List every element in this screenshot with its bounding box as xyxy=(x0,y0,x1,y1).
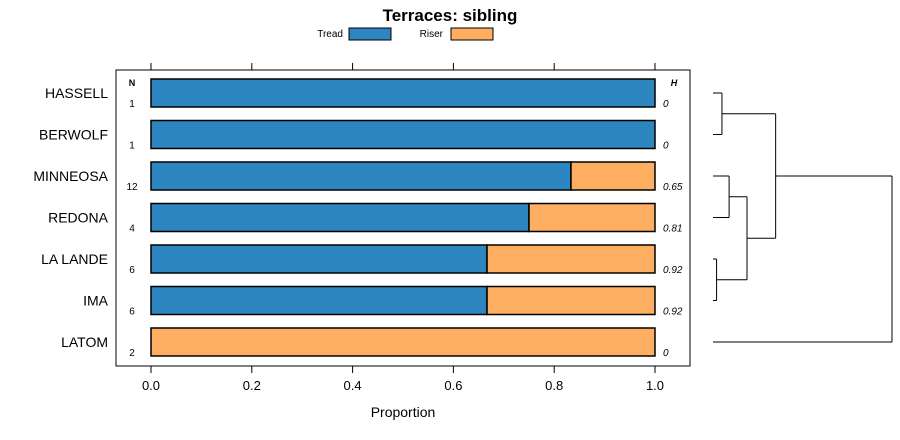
legend: Tread Riser xyxy=(317,27,494,41)
n-value: 12 xyxy=(126,182,138,193)
legend-label-riser: Riser xyxy=(420,29,444,40)
category-label: MINNEOSA xyxy=(33,168,108,184)
x-axis-title: Proportion xyxy=(371,404,436,420)
bar-riser-redona xyxy=(528,202,656,233)
bar-tread-redona xyxy=(150,202,530,233)
category-label: HASSELL xyxy=(45,85,108,101)
n-value: 6 xyxy=(129,265,135,276)
bar-riser-la-lande xyxy=(486,244,656,274)
bar-tread-ima xyxy=(150,285,488,316)
h-value: 0.81 xyxy=(663,224,682,235)
category-label: IMA xyxy=(83,293,109,309)
n-value: 1 xyxy=(129,141,135,152)
category-label: LA LANDE xyxy=(41,251,108,267)
x-axis: 0.0 0.2 0.4 0.6 0.8 1.0 Proportion xyxy=(142,63,664,420)
bar-tread-minneosa xyxy=(150,161,572,191)
bar-tread-la-lande xyxy=(150,244,488,274)
chart-title: Terraces: sibling xyxy=(383,6,518,25)
legend-swatch-riser xyxy=(450,27,494,41)
bar-riser-latom xyxy=(150,327,656,357)
h-value: 0 xyxy=(663,348,669,359)
title-layer: Terraces: sibling xyxy=(383,6,518,25)
h-value: 0.92 xyxy=(663,307,683,318)
h-value: 0 xyxy=(663,99,669,110)
dendrogram xyxy=(713,92,893,343)
x-tick-label: 1.0 xyxy=(646,378,664,393)
category-label: BERWOLF xyxy=(39,127,108,143)
category-label: REDONA xyxy=(48,210,109,226)
plot-frame xyxy=(115,69,691,367)
n-value: 6 xyxy=(129,307,135,318)
n-h-columns: N H 1 0 1 0 12 0.65 4 0.81 6 0.92 6 0.92 2 0 xyxy=(126,78,682,359)
bars-layer xyxy=(150,78,656,357)
n-value: 1 xyxy=(129,99,135,110)
category-label: LATOM xyxy=(61,334,108,350)
h-header: H xyxy=(671,78,678,88)
x-tick-label: 0.0 xyxy=(142,378,160,393)
n-header: N xyxy=(129,78,136,88)
n-value: 2 xyxy=(129,348,135,359)
x-tick-label: 0.6 xyxy=(444,378,462,393)
bar-tread-berwolf xyxy=(150,119,656,150)
x-tick-label: 0.4 xyxy=(344,378,362,393)
legend-swatch-tread xyxy=(348,27,392,41)
x-tick-label: 0.8 xyxy=(545,378,563,393)
n-value: 4 xyxy=(129,224,135,235)
h-value: 0.65 xyxy=(663,182,683,193)
bar-riser-ima xyxy=(486,285,656,316)
bar-riser-minneosa xyxy=(570,161,656,191)
category-labels: HASSELL BERWOLF MINNEOSA REDONA LA LANDE IMA L… xyxy=(33,85,108,350)
h-value: 0.92 xyxy=(663,265,683,276)
bar-tread-hassell xyxy=(150,78,656,108)
legend-label-tread: Tread xyxy=(317,29,343,40)
h-value: 0 xyxy=(663,141,669,152)
x-tick-label: 0.2 xyxy=(243,378,261,393)
